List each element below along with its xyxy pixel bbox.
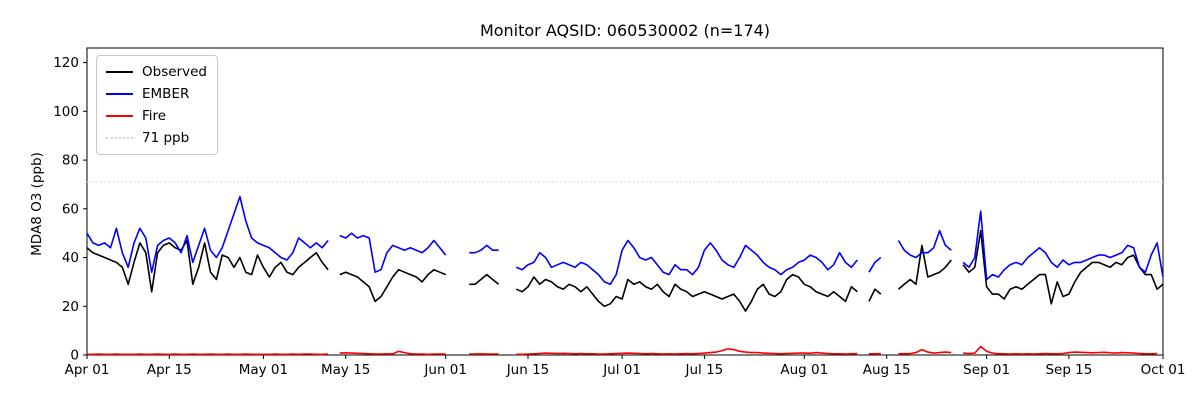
x-tick-label: Apr 01 [65,362,110,378]
threshold-line-swatch [106,137,133,139]
x-tick-label: Aug 15 [863,362,911,378]
y-tick-label: 40 [62,250,79,266]
y-tick-label: 80 [62,153,79,169]
y-tick-label: 100 [53,104,79,120]
legend-item-threshold: 71 ppb [106,127,207,149]
y-tick-label: 20 [62,299,79,315]
x-tick-label: Sep 01 [963,362,1010,378]
x-tick-label: Apr 15 [147,362,192,378]
legend-label-fire: Fire [142,108,167,124]
x-tick-label: Jun 15 [506,362,550,378]
legend-item-observed: Observed [106,61,207,83]
y-tick-label: 120 [53,55,79,71]
legend-label-ember: EMBER [142,86,190,102]
legend-item-ember: EMBER [106,83,207,105]
y-tick-label: 60 [62,201,79,217]
x-tick-label: Jul 15 [685,362,724,378]
x-tick-label: Oct 01 [1141,362,1186,378]
axes-frame [86,47,1164,356]
series-fire-line [87,345,1158,356]
ember-line-swatch [106,93,133,95]
y-tick-label: 0 [70,348,79,364]
series-observed-line [86,229,1164,312]
observed-line-swatch [106,71,133,73]
x-tick-label: May 15 [321,362,370,378]
x-tick-label: Sep 15 [1045,362,1092,378]
chart-title: Monitor AQSID: 060530002 (n=174) [479,21,771,40]
series-ember-line [86,195,1164,286]
x-tick-label: Jun 01 [423,362,467,378]
x-tick-label: Aug 01 [780,362,828,378]
legend-label-observed: Observed [142,64,207,80]
x-tick-label: May 01 [239,362,288,378]
x-tick-label: Jul 01 [602,362,641,378]
fire-line-swatch [106,115,133,117]
legend-item-fire: Fire [106,105,207,127]
legend: Observed EMBER Fire 71 ppb [96,55,218,155]
legend-label-threshold: 71 ppb [142,130,190,146]
